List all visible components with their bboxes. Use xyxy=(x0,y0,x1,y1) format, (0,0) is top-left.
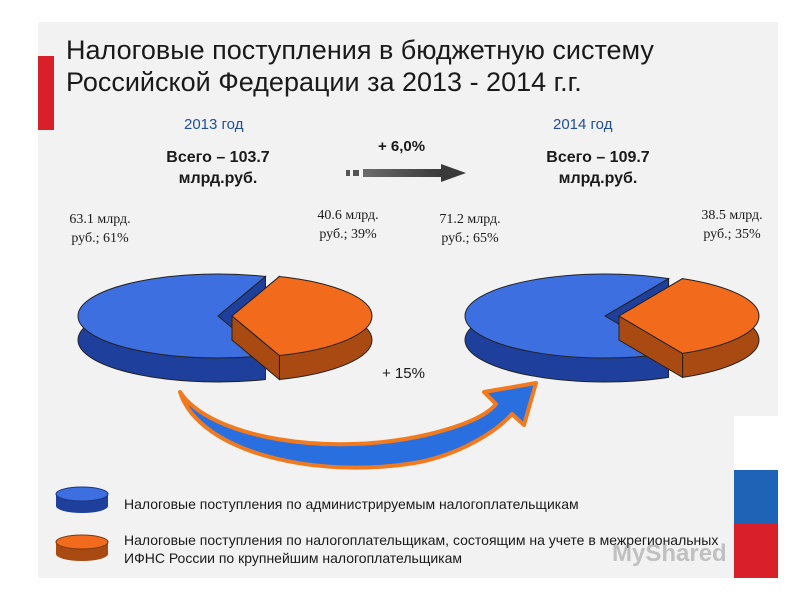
flag-red-stripe xyxy=(734,524,778,578)
curved-arrow-icon xyxy=(178,381,538,470)
russian-flag-stripe xyxy=(734,416,778,578)
total-growth-label: + 6,0% xyxy=(378,138,426,155)
pie-2014-label-blue: 71.2 млрд. руб.; 65% xyxy=(439,212,501,246)
flag-white-stripe xyxy=(734,416,778,470)
pie-2013-label-orange: 40.6 млрд. руб.; 39% xyxy=(317,208,379,242)
pie-slice-0-0 xyxy=(77,273,267,359)
pie-slice-1-0 xyxy=(464,273,671,359)
pie-2014-label-orange: 38.5 млрд. руб.; 35% xyxy=(701,208,763,242)
pie-2013-label-blue: 63.1 млрд. руб.; 61% xyxy=(69,212,131,246)
pie-slice-1-1 xyxy=(618,278,760,354)
pie-2014-год xyxy=(464,273,760,383)
watermark-logo: MyShared xyxy=(612,540,727,567)
legend-item-largest-taxpayers: Налоговые поступления по налогоплательщи… xyxy=(124,532,719,566)
growth-arrow-icon xyxy=(346,164,466,182)
flag-blue-stripe xyxy=(734,470,778,524)
legend-swatch-blue xyxy=(55,486,109,513)
total-2013: Всего – 103.7 млрд.руб. xyxy=(166,149,270,187)
page-title: Налоговые поступления в бюджетную систем… xyxy=(66,35,654,97)
legend-swatch-orange xyxy=(55,534,109,561)
total-2014: Всего – 109.7 млрд.руб. xyxy=(546,149,650,187)
year-2013-label: 2013 год xyxy=(184,116,244,133)
large-growth-label: + 15% xyxy=(382,365,425,382)
red-accent-bar xyxy=(38,56,54,130)
pie-charts xyxy=(77,273,760,383)
year-2014-label: 2014 год xyxy=(553,116,613,133)
pie-2013-год xyxy=(77,273,373,383)
pie-slice-0-1 xyxy=(231,275,373,357)
legend-item-administered: Налоговые поступления по администрируемы… xyxy=(124,496,579,512)
